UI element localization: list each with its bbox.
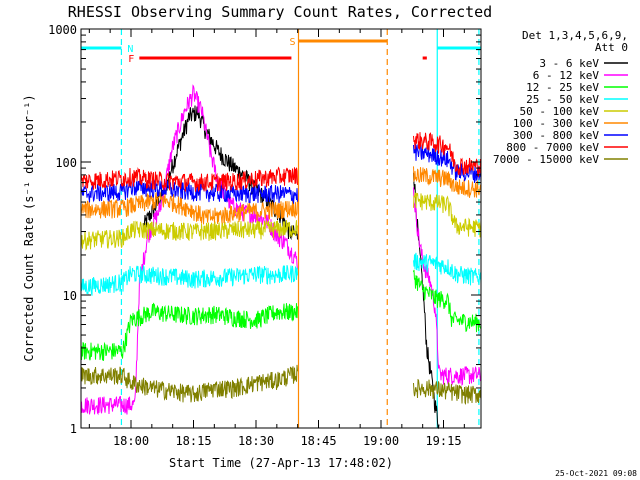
series-line-7-before-gap bbox=[80, 166, 298, 192]
legend-label-8: 7000 - 15000 keV bbox=[493, 153, 599, 166]
series-lines bbox=[80, 84, 482, 430]
legend-label-1: 6 - 12 keV bbox=[533, 69, 600, 82]
vertical-markers bbox=[120, 29, 480, 428]
x-tick-label-5: 19:15 bbox=[425, 434, 461, 448]
x-tick-label-1: 18:15 bbox=[175, 434, 211, 448]
flag-label-N: N bbox=[127, 44, 133, 55]
legend-label-2: 12 - 25 keV bbox=[526, 81, 599, 94]
series-line-5-after-gap bbox=[413, 166, 482, 198]
x-tick-label-0: 18:00 bbox=[113, 434, 149, 448]
legend-label-0: 3 - 6 keV bbox=[539, 57, 599, 70]
series-line-6-after-gap bbox=[413, 143, 482, 184]
chart-title: RHESSI Observing Summary Count Rates, Co… bbox=[68, 3, 492, 21]
flag-bars: NF S bbox=[81, 37, 481, 65]
x-tick-label-4: 19:00 bbox=[363, 434, 399, 448]
series-line-8-before-gap bbox=[80, 364, 298, 403]
y-tick-label-0: 1 bbox=[70, 422, 77, 436]
series-line-2-before-gap bbox=[80, 302, 298, 361]
series-line-3-after-gap bbox=[413, 252, 482, 286]
legend-label-7: 800 - 7000 keV bbox=[506, 141, 599, 154]
axes: 18:00 18:15 18:30 18:45 19:00 19:15 1 10 100 1000 bbox=[48, 23, 481, 448]
x-tick-label-3: 18:45 bbox=[300, 434, 336, 448]
series-line-0-after-gap bbox=[413, 172, 440, 430]
legend-header-1: Att 0 bbox=[595, 41, 628, 54]
y-axis-label: Corrected Count Rate (s⁻¹ detector⁻¹) bbox=[22, 94, 36, 361]
flag-label-F: F bbox=[128, 54, 134, 65]
timestamp: 25-Oct-2021 09:08 bbox=[555, 469, 637, 478]
series-line-4-before-gap bbox=[80, 219, 298, 251]
y-tick-label-1: 10 bbox=[63, 289, 77, 303]
plot-frame bbox=[80, 28, 482, 429]
series-line-2-after-gap bbox=[413, 269, 482, 333]
y-tick-label-3: 1000 bbox=[48, 23, 77, 37]
series-line-1-after-gap bbox=[413, 187, 482, 387]
x-axis-label: Start Time (27-Apr-13 17:48:02) bbox=[169, 456, 393, 470]
legend-label-3: 25 - 50 keV bbox=[526, 93, 599, 106]
legend-label-6: 300 - 800 keV bbox=[513, 129, 599, 142]
series-line-4-after-gap bbox=[413, 192, 482, 238]
x-tick-label-2: 18:30 bbox=[238, 434, 274, 448]
legend-label-4: 50 - 100 keV bbox=[520, 105, 600, 118]
legend-header-0: Det 1,3,4,5,6,9, bbox=[522, 29, 628, 42]
series-line-5-before-gap bbox=[80, 192, 298, 225]
series-line-8-after-gap bbox=[413, 378, 482, 405]
series-line-6-before-gap bbox=[80, 178, 298, 204]
series-line-1-before-gap bbox=[80, 84, 298, 416]
y-tick-label-2: 100 bbox=[55, 156, 77, 170]
series-line-7-after-gap bbox=[413, 132, 482, 178]
series-line-3-before-gap bbox=[80, 264, 298, 296]
flag-label-S: S bbox=[289, 37, 295, 48]
legend-label-5: 100 - 300 keV bbox=[513, 117, 599, 130]
